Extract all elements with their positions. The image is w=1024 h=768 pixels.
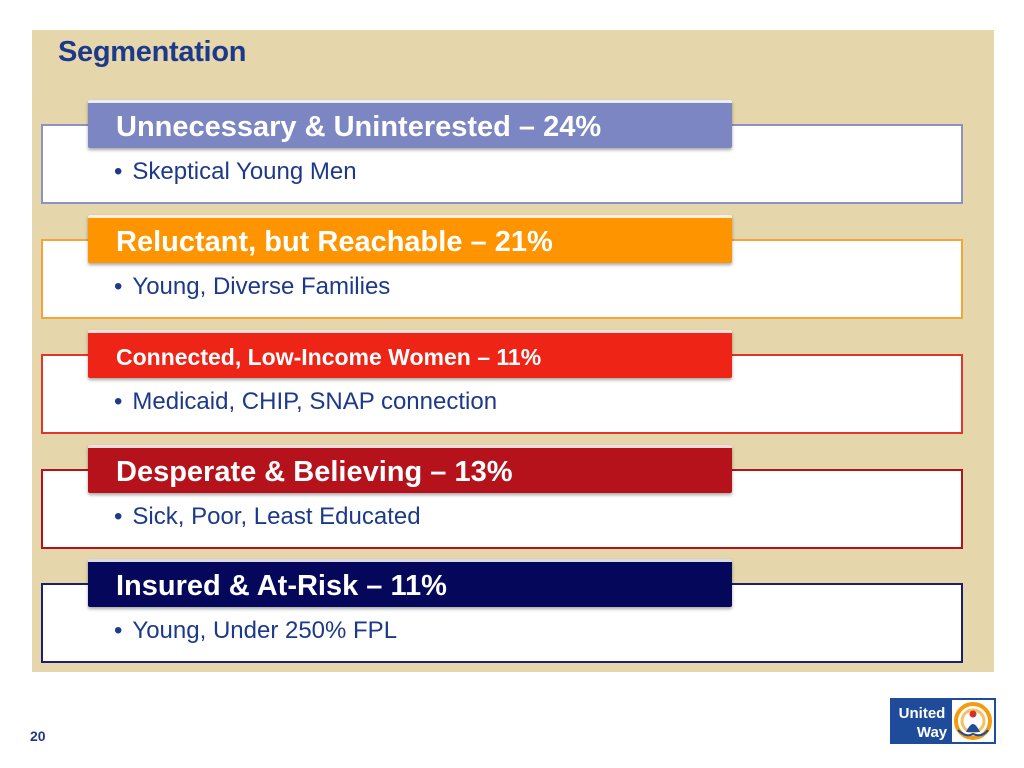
- segment-header: Unnecessary & Uninterested – 24%: [88, 100, 732, 148]
- bullet-text: Young, Under 250% FPL: [132, 617, 398, 644]
- bullet-text: Sick, Poor, Least Educated: [132, 503, 421, 530]
- bullet-text: Young, Diverse Families: [132, 273, 391, 300]
- slide-title: Segmentation: [58, 36, 247, 68]
- segment-reluctant-reachable: Reluctant, but Reachable – 21% • Young, D…: [0, 215, 1024, 325]
- segment-bullet: • Skeptical Young Men: [114, 158, 357, 186]
- united-way-hand-rainbow-icon: United Way: [890, 698, 996, 744]
- bullet-dot: •: [114, 503, 123, 530]
- bullet-dot: •: [114, 617, 123, 644]
- united-way-logo: United Way: [890, 698, 996, 744]
- segment-bullet: • Young, Under 250% FPL: [114, 617, 397, 645]
- bullet-dot: •: [114, 158, 123, 185]
- bullet-text: Medicaid, CHIP, SNAP connection: [132, 388, 498, 415]
- logo-line1: United: [899, 705, 946, 722]
- segment-bullet: • Sick, Poor, Least Educated: [114, 503, 421, 531]
- segment-unnecessary-uninterested: Unnecessary & Uninterested – 24% • Skepti…: [0, 100, 1024, 210]
- segment-header: Insured & At-Risk – 11%: [88, 559, 732, 607]
- segment-insured-at-risk: Insured & At-Risk – 11% • Young, Under 25…: [0, 559, 1024, 669]
- logo-line2: Way: [917, 724, 948, 741]
- bullet-text: Skeptical Young Men: [132, 158, 357, 185]
- segment-connected-low-income-women: Connected, Low-Income Women – 11% • Medic…: [0, 330, 1024, 440]
- segment-bullet: • Medicaid, CHIP, SNAP connection: [114, 388, 497, 416]
- segment-desperate-believing: Desperate & Believing – 13% • Sick, Poor,…: [0, 445, 1024, 555]
- segment-header: Desperate & Believing – 13%: [88, 445, 732, 493]
- bullet-dot: •: [114, 388, 123, 415]
- page-number: 20: [30, 728, 46, 744]
- bullet-dot: •: [114, 273, 123, 300]
- segment-header: Connected, Low-Income Women – 11%: [88, 330, 732, 378]
- segment-bullet: • Young, Diverse Families: [114, 273, 390, 301]
- segment-header: Reluctant, but Reachable – 21%: [88, 215, 732, 263]
